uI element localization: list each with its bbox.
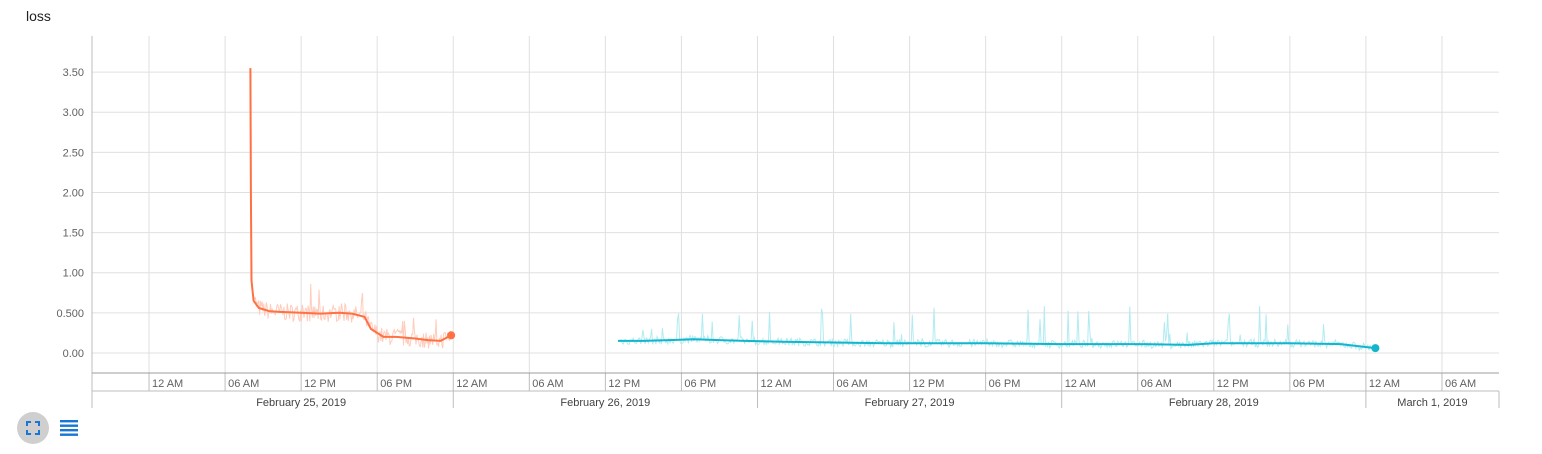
x-tick-label: 12 AM bbox=[456, 378, 487, 390]
x-tick-label: 12 AM bbox=[1369, 378, 1400, 390]
chart-title: loss bbox=[26, 8, 51, 24]
date-label: March 1, 2019 bbox=[1397, 397, 1467, 409]
series-end-point-2[interactable] bbox=[1371, 344, 1380, 353]
raw-series-line-1 bbox=[249, 76, 452, 349]
axes: 0.00 0.500 1.00 1.50 2.00 2.50 3.00 3.50 12 AM 06… bbox=[56, 36, 1500, 409]
y-tick-label: 3.50 bbox=[63, 67, 84, 79]
grid bbox=[92, 36, 1499, 373]
x-tick-label: 12 AM bbox=[1065, 378, 1096, 390]
y-tick-label: 0.500 bbox=[56, 308, 84, 320]
x-tick-label: 12 PM bbox=[913, 378, 945, 390]
raw-series-line-2 bbox=[617, 305, 1376, 352]
x-tick-label: 06 AM bbox=[228, 378, 259, 390]
x-tick-label: 12 PM bbox=[1217, 378, 1249, 390]
data-table-button[interactable] bbox=[58, 417, 80, 439]
series-line-1[interactable] bbox=[249, 68, 452, 342]
fullscreen-icon bbox=[26, 421, 40, 435]
x-tick-label: 06 AM bbox=[1445, 378, 1476, 390]
x-tick-label: 06 PM bbox=[989, 378, 1021, 390]
fullscreen-button[interactable] bbox=[17, 412, 49, 444]
y-tick-label: 2.00 bbox=[63, 187, 84, 199]
date-label: February 25, 2019 bbox=[256, 397, 346, 409]
x-tick-label: 06 PM bbox=[380, 378, 412, 390]
y-tick-label: 2.50 bbox=[63, 147, 84, 159]
date-label: February 26, 2019 bbox=[560, 397, 650, 409]
x-tick-label: 12 PM bbox=[608, 378, 640, 390]
series-end-point-1[interactable] bbox=[447, 331, 456, 340]
y-tick-label: 3.00 bbox=[63, 107, 84, 119]
x-tick-label: 12 PM bbox=[304, 378, 336, 390]
x-tick-label: 06 AM bbox=[1141, 378, 1172, 390]
date-label: February 27, 2019 bbox=[865, 397, 955, 409]
y-tick-label: 0.00 bbox=[63, 348, 84, 360]
x-tick-label: 06 AM bbox=[837, 378, 868, 390]
date-label: February 28, 2019 bbox=[1169, 397, 1259, 409]
y-tick-label: 1.00 bbox=[63, 268, 84, 280]
x-tick-label: 06 PM bbox=[684, 378, 716, 390]
y-tick-label: 1.50 bbox=[63, 228, 84, 240]
series-line-2[interactable] bbox=[618, 338, 1376, 350]
x-tick-label: 12 AM bbox=[152, 378, 183, 390]
x-tick-label: 06 AM bbox=[532, 378, 563, 390]
raw-series bbox=[249, 76, 1376, 352]
x-tick-label: 06 PM bbox=[1293, 378, 1325, 390]
x-tick-label: 12 AM bbox=[760, 378, 791, 390]
list-icon bbox=[60, 420, 78, 436]
smoothed-series bbox=[249, 68, 1380, 353]
